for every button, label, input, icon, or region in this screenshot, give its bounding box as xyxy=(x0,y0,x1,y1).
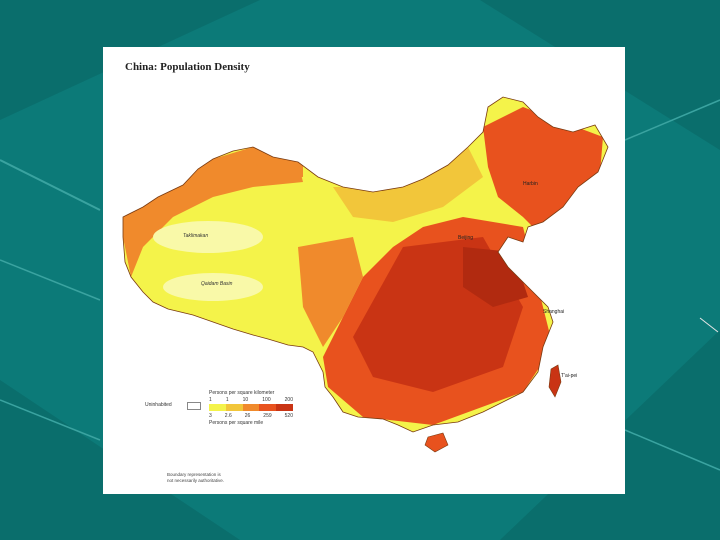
city-label-taipei: T'ai-pei xyxy=(561,373,578,379)
legend-top-ticks: 1 1 10 100 200 xyxy=(209,397,293,403)
legend-bottom-tick: 3 xyxy=(209,413,212,419)
uninhabited-label: Uninhabited xyxy=(145,402,172,408)
map-title: China: Population Density xyxy=(125,61,250,73)
legend-bottom-tick: 520 xyxy=(284,413,293,419)
map-card: China: Population Density Taklimakan Qai… xyxy=(103,47,625,494)
legend-swatch xyxy=(225,404,243,411)
city-label-beijing: Beijing xyxy=(458,235,474,241)
taiwan-island xyxy=(548,364,562,398)
legend-color-bar xyxy=(209,404,293,411)
hainan-island xyxy=(424,432,449,453)
city-label-harbin: Harbin xyxy=(523,181,538,187)
legend-bottom-caption: Persons per square mile xyxy=(209,420,264,426)
legend-bottom-tick: 259 xyxy=(263,413,272,419)
source-note-line: not necessarily authoritative. xyxy=(167,478,225,483)
legend-top-tick: 1 xyxy=(209,397,212,403)
legend-bottom-tick: 26 xyxy=(244,413,251,419)
legend-top-tick: 100 xyxy=(262,397,271,403)
legend-swatch xyxy=(209,404,226,411)
legend-bottom-tick: 2.6 xyxy=(224,413,232,419)
qaidam-label: Qaidam Basin xyxy=(201,281,233,287)
source-note: Boundary representation is not necessari… xyxy=(167,472,257,484)
city-label-shanghai: Shanghai xyxy=(543,309,565,315)
taklimakan-label: Taklimakan xyxy=(183,233,209,239)
legend-bottom-ticks: 3 2.6 26 259 520 xyxy=(209,413,293,419)
legend-top-tick: 200 xyxy=(284,397,293,403)
legend-swatch xyxy=(259,404,277,411)
legend-top-caption: Persons per square kilometer xyxy=(209,390,275,396)
source-note-line: Boundary representation is xyxy=(167,472,221,477)
china-population-map xyxy=(122,96,609,453)
legend-swatch xyxy=(276,404,293,411)
uninhabited-swatch xyxy=(187,402,201,410)
legend-swatch xyxy=(242,404,260,411)
legend-top-tick: 1 xyxy=(225,397,229,403)
legend-top-tick: 10 xyxy=(242,397,249,403)
